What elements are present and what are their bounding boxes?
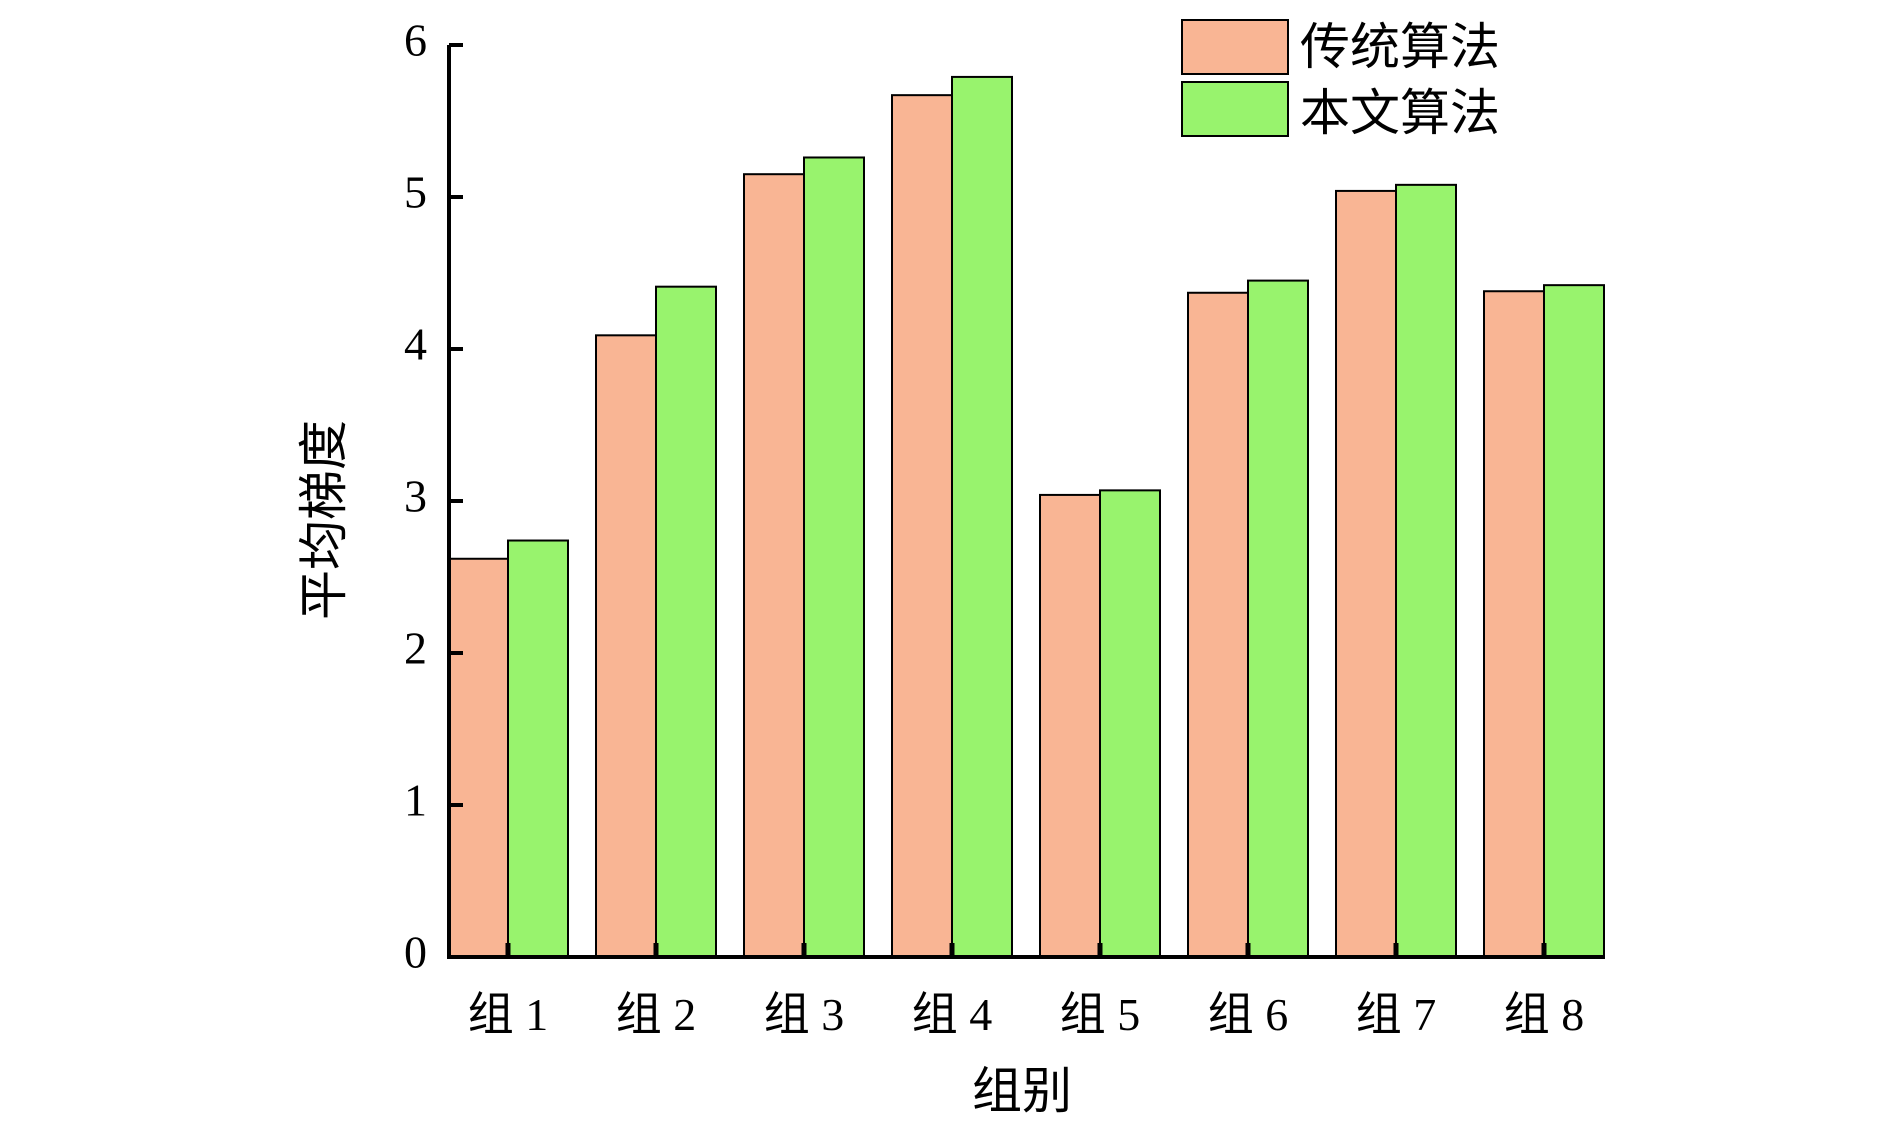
bar-ours-7	[1395, 183, 1457, 958]
x-ticks-group: 组 1 组 2 组 3 组 4 组 5 组 6 组 7 组 8	[468, 943, 1585, 1040]
x-tick-label-6: 组 6	[1208, 989, 1289, 1040]
x-tick-label-5: 组 5	[1060, 989, 1141, 1040]
y-ticks-group: 0 1 2 3 4 5 6	[404, 15, 463, 978]
bar-ours-8	[1543, 284, 1605, 959]
bars-group	[447, 75, 1605, 959]
x-tick-label-7: 组 7	[1356, 989, 1437, 1040]
legend-swatch-ours	[1181, 81, 1289, 137]
y-tick-label-5: 5	[404, 167, 427, 218]
legend-label-ours: 本文算法	[1300, 84, 1500, 142]
x-tick-label-4: 组 4	[912, 989, 993, 1040]
bar-ours-2	[655, 285, 717, 958]
bar-traditional-2	[595, 334, 657, 958]
legend-label-traditional: 传统算法	[1300, 18, 1500, 76]
y-tick-label-2: 2	[404, 623, 427, 674]
legend: 传统算法 本文算法	[1181, 18, 1500, 142]
y-tick-label-4: 4	[404, 319, 427, 370]
bar-traditional-5	[1039, 493, 1101, 958]
bar-ours-4	[951, 75, 1013, 959]
x-tick-label-8: 组 8	[1504, 989, 1585, 1040]
bar-traditional-8	[1483, 290, 1545, 958]
bar-traditional-7	[1335, 189, 1397, 959]
x-tick-label-2: 组 2	[616, 989, 697, 1040]
bar-traditional-6	[1187, 291, 1249, 958]
legend-swatch-traditional	[1181, 19, 1289, 75]
bar-ours-3	[803, 156, 865, 959]
x-tick-label-3: 组 3	[764, 989, 845, 1040]
bar-ours-1	[507, 539, 569, 959]
x-tick-label-1: 组 1	[468, 989, 549, 1040]
y-tick-label-6: 6	[404, 15, 427, 66]
bar-ours-5	[1099, 489, 1161, 958]
bar-ours-6	[1247, 279, 1309, 959]
bar-traditional-1	[447, 557, 509, 958]
y-tick-label-0: 0	[404, 927, 427, 978]
y-tick-label-1: 1	[404, 775, 427, 826]
y-tick-label-3: 3	[404, 471, 427, 522]
bar-traditional-4	[891, 94, 953, 959]
y-axis-title: 平均梯度	[295, 420, 353, 620]
x-axis-title: 组别	[972, 1062, 1072, 1120]
bar-traditional-3	[743, 173, 805, 958]
